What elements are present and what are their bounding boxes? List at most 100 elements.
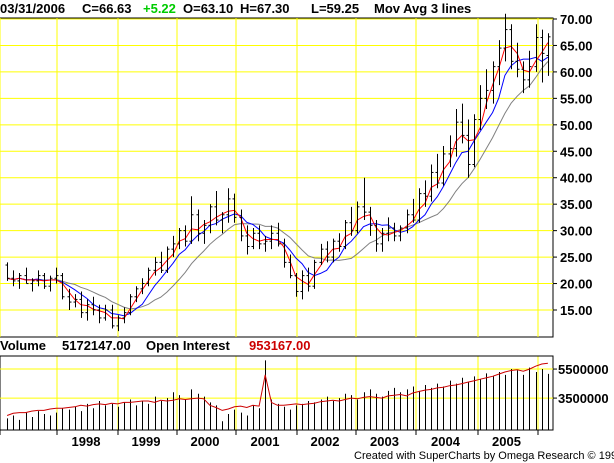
price-tick-label: 15.00 [560,303,593,318]
price-tick-label: 65.00 [560,38,593,53]
ohlc-bar [325,241,330,263]
ohlc-bar [454,108,459,157]
ohlc-bar [319,243,324,266]
volume-bars [7,360,549,430]
ohlc-bar [171,235,176,258]
ohlc-bar [11,270,16,287]
volume-plot-frame [0,355,554,431]
price-tick-label: 55.00 [560,91,593,106]
ohlc-bar [232,193,237,223]
ohlc-bar [263,235,268,252]
ohlc-bar [435,153,440,189]
ohlc-bar [441,145,446,186]
moving-average-fast [6,42,549,320]
ohlc-bar [226,188,231,223]
ohlc-bar [276,222,281,247]
header-low: L=59.25 [311,1,359,16]
ohlc-bar [362,177,367,221]
ohlc-bar [374,220,379,252]
ohlc-bar [122,307,127,324]
header-open: O=63.10 [183,1,233,16]
year-label: 2004 [431,434,461,449]
ohlc-bar [134,286,139,303]
price-axis: 15.00 20.00 25.00 30.00 35.00 40.00 45.00 50.00… [553,12,593,318]
ohlc-bar [60,272,65,300]
ohlc-bar [294,272,299,297]
ohlc-bar [392,222,397,242]
ohlc-bar [300,270,305,300]
ohlc-bar [411,198,416,223]
ohlc-bar [251,227,256,250]
ohlc-bar [282,238,287,268]
ohlc-bar [30,278,35,292]
ohlc-bar [472,114,477,168]
ohlc-bar [189,196,194,244]
ohlc-bar [42,272,47,289]
ohlc-bar [85,299,90,321]
year-axis: 1998 1999 2000 2001 2002 2003 2004 2005 [0,430,539,449]
ohlc-bar [521,61,526,94]
ohlc-bar [214,190,219,226]
ohlc-bar [466,119,471,178]
ohlc-bar [146,267,151,287]
moving-average-mid [6,56,549,317]
ohlc-bar [159,251,164,273]
ohlc-bar [337,233,342,252]
ohlc-bar [398,225,403,242]
ohlc-bar [503,13,508,62]
open-interest-line [6,362,548,416]
ohlc-bar [79,291,84,318]
ohlc-bar [540,29,545,83]
ohlc-bar [417,188,422,223]
header-change: +5.22 [143,1,176,16]
ohlc-bar [349,206,354,236]
ohlc-bar [306,267,311,292]
ohlc-bar [312,259,317,289]
ohlc-bar [17,272,22,289]
year-label: 2005 [492,434,521,449]
year-label: 2000 [191,434,220,449]
ohlc-bar [177,227,182,250]
open-interest-value: 953167.00 [249,338,310,353]
ohlc-bar [202,220,207,244]
ohlc-bar [91,296,96,316]
open-interest-label: Open Interest [146,338,230,353]
header-date: 03/31/2006 [0,1,65,16]
volume-axis: 3500000 5500000 [553,362,609,406]
ohlc-bar [153,257,158,276]
ohlc-bar [103,304,108,321]
volume-header: Volume 5172147.00 Open Interest 953167.0… [0,338,310,353]
ohlc-bar [196,209,201,242]
price-tick-label: 25.00 [560,250,593,265]
ohlc-bar [183,225,188,247]
ohlc-bar [116,315,121,332]
ohlc-bar [110,304,115,329]
ohlc-bar [128,294,133,316]
chart-header: 03/31/2006 C=66.63 +5.22 O=63.10 H=67.30… [0,1,471,16]
ohlc-bar [429,164,434,202]
footer-credit: Created with SuperCharts by Omega Resear… [354,450,614,462]
year-label: 2002 [311,434,340,449]
ohlc-bar [343,220,348,250]
ohlc-bar [534,24,539,72]
ohlc-bar [331,238,336,263]
header-high: H=67.30 [240,1,290,16]
price-tick-label: 50.00 [560,118,593,133]
ohlc-bar [546,33,551,76]
price-grid [0,17,554,338]
ohlc-bar [5,262,10,281]
price-bars [5,13,551,332]
year-label: 1999 [132,434,161,449]
ohlc-bar [208,204,213,234]
ohlc-bar [515,42,520,78]
ohlc-bar [527,50,532,88]
volume-value: 5172147.00 [62,338,131,353]
price-tick-label: 70.00 [560,12,593,27]
ohlc-bar [423,180,428,207]
ohlc-bar [460,103,465,144]
ohlc-bar [245,225,250,255]
ohlc-bar [220,212,225,234]
volume-label: Volume [0,338,46,353]
ohlc-bar [478,85,483,131]
ohlc-bar [24,267,29,285]
